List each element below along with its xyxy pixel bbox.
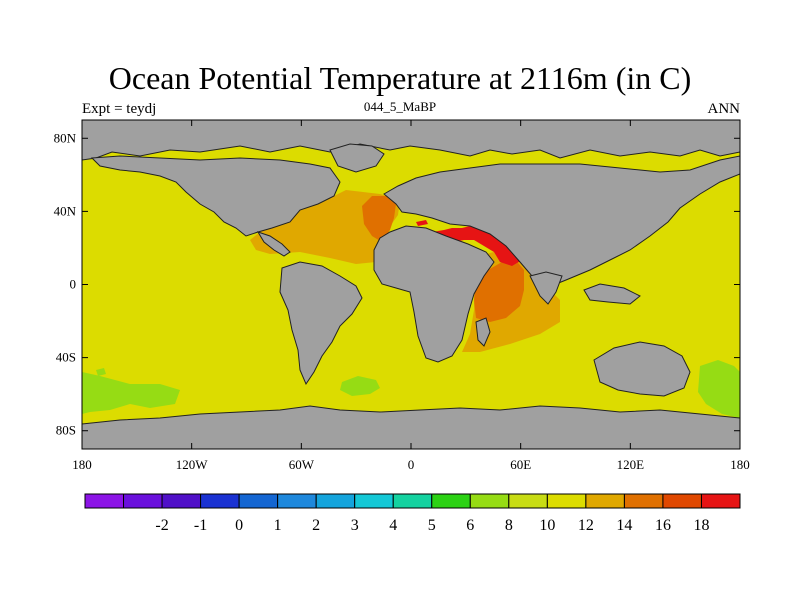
colorbar-label: 5 <box>428 517 436 534</box>
southern-ocean-atlantic-patch <box>340 376 380 396</box>
y-tick-label: 40S <box>56 350 76 365</box>
colorbar-label: 1 <box>274 517 282 534</box>
colorbar-label: 4 <box>389 517 397 534</box>
colorbar-label: 18 <box>693 517 709 534</box>
colorbar-swatch <box>431 493 471 509</box>
madagascar <box>475 317 491 347</box>
y-tick-label: 0 <box>70 277 77 292</box>
southern-ocean-tasman-patch <box>698 360 740 418</box>
x-tick-label: 180 <box>72 457 92 472</box>
chart-title: Ocean Potential Temperature at 2116m (in… <box>108 60 692 96</box>
colorbar-swatch <box>123 493 163 509</box>
colorbar-swatch <box>392 493 433 509</box>
y-tick-label: 80S <box>56 423 76 438</box>
x-axis: 180 120W 60W 0 60E 120E 180 <box>72 120 750 472</box>
colorbar-swatch <box>585 493 625 509</box>
colorbar-label: 6 <box>466 517 474 534</box>
tethys-patch-west <box>416 220 428 226</box>
y-tick-label: 80N <box>54 130 77 145</box>
colorbar-label: 10 <box>539 517 555 534</box>
colorbar-swatch <box>354 493 394 509</box>
colorbar: -2 -1 0 1 2 3 4 5 6 8 10 12 14 16 18 <box>84 493 741 534</box>
central-america <box>256 231 291 257</box>
tethys-seaway-region <box>432 224 522 266</box>
australia <box>593 341 691 397</box>
time-label: 044_5_MaBP <box>363 99 437 114</box>
colorbar-label: -1 <box>194 517 207 534</box>
africa <box>373 225 495 363</box>
colorbar-swatch <box>277 493 317 509</box>
colorbar-label: 12 <box>578 517 594 534</box>
colorbar-swatch <box>84 493 125 509</box>
southern-ocean-pacific-patch <box>82 372 180 414</box>
y-tick-label: 40N <box>54 203 77 218</box>
colorbar-swatch <box>238 493 279 509</box>
arabian-sea-region <box>474 258 524 322</box>
north-america <box>90 155 341 237</box>
eurasia <box>383 155 740 289</box>
x-tick-label: 0 <box>408 457 415 472</box>
maritime-continent <box>583 283 641 305</box>
colorbar-label: 2 <box>312 517 320 534</box>
colorbar-swatch <box>469 493 510 509</box>
antarctica <box>82 405 740 449</box>
x-tick-label: 120E <box>617 457 645 472</box>
colorbar-swatch <box>623 493 664 509</box>
southern-ocean-small-patch <box>96 368 106 376</box>
south-america <box>279 261 363 386</box>
colorbar-swatch <box>200 493 240 509</box>
colorbar-label: 14 <box>616 517 632 534</box>
map-plot-area <box>82 120 740 449</box>
colorbar-swatch <box>700 493 741 509</box>
colorbar-label: 8 <box>505 517 513 534</box>
arctic-land <box>82 120 740 161</box>
india <box>529 271 563 305</box>
colorbar-swatch <box>508 493 548 509</box>
colorbar-label: 3 <box>351 517 359 534</box>
colorbar-swatch <box>161 493 202 509</box>
x-tick-label: 60E <box>510 457 531 472</box>
colorbar-label: 16 <box>655 517 671 534</box>
y-axis: 80N 40N 0 40S 80S <box>54 130 740 438</box>
iberian-outflow-region <box>362 196 396 242</box>
colorbar-label: 0 <box>235 517 243 534</box>
experiment-label: Expt = teydj <box>82 101 157 117</box>
x-tick-label: 120W <box>176 457 209 472</box>
colorbar-swatch <box>315 493 356 509</box>
x-tick-label: 180 <box>730 457 750 472</box>
greenland <box>329 143 385 173</box>
colorbar-swatch <box>662 493 702 509</box>
land-masses <box>82 120 740 449</box>
colorbar-swatch <box>546 493 587 509</box>
x-tick-label: 60W <box>289 457 315 472</box>
season-label: ANN <box>707 101 741 117</box>
colorbar-label: -2 <box>155 517 168 534</box>
